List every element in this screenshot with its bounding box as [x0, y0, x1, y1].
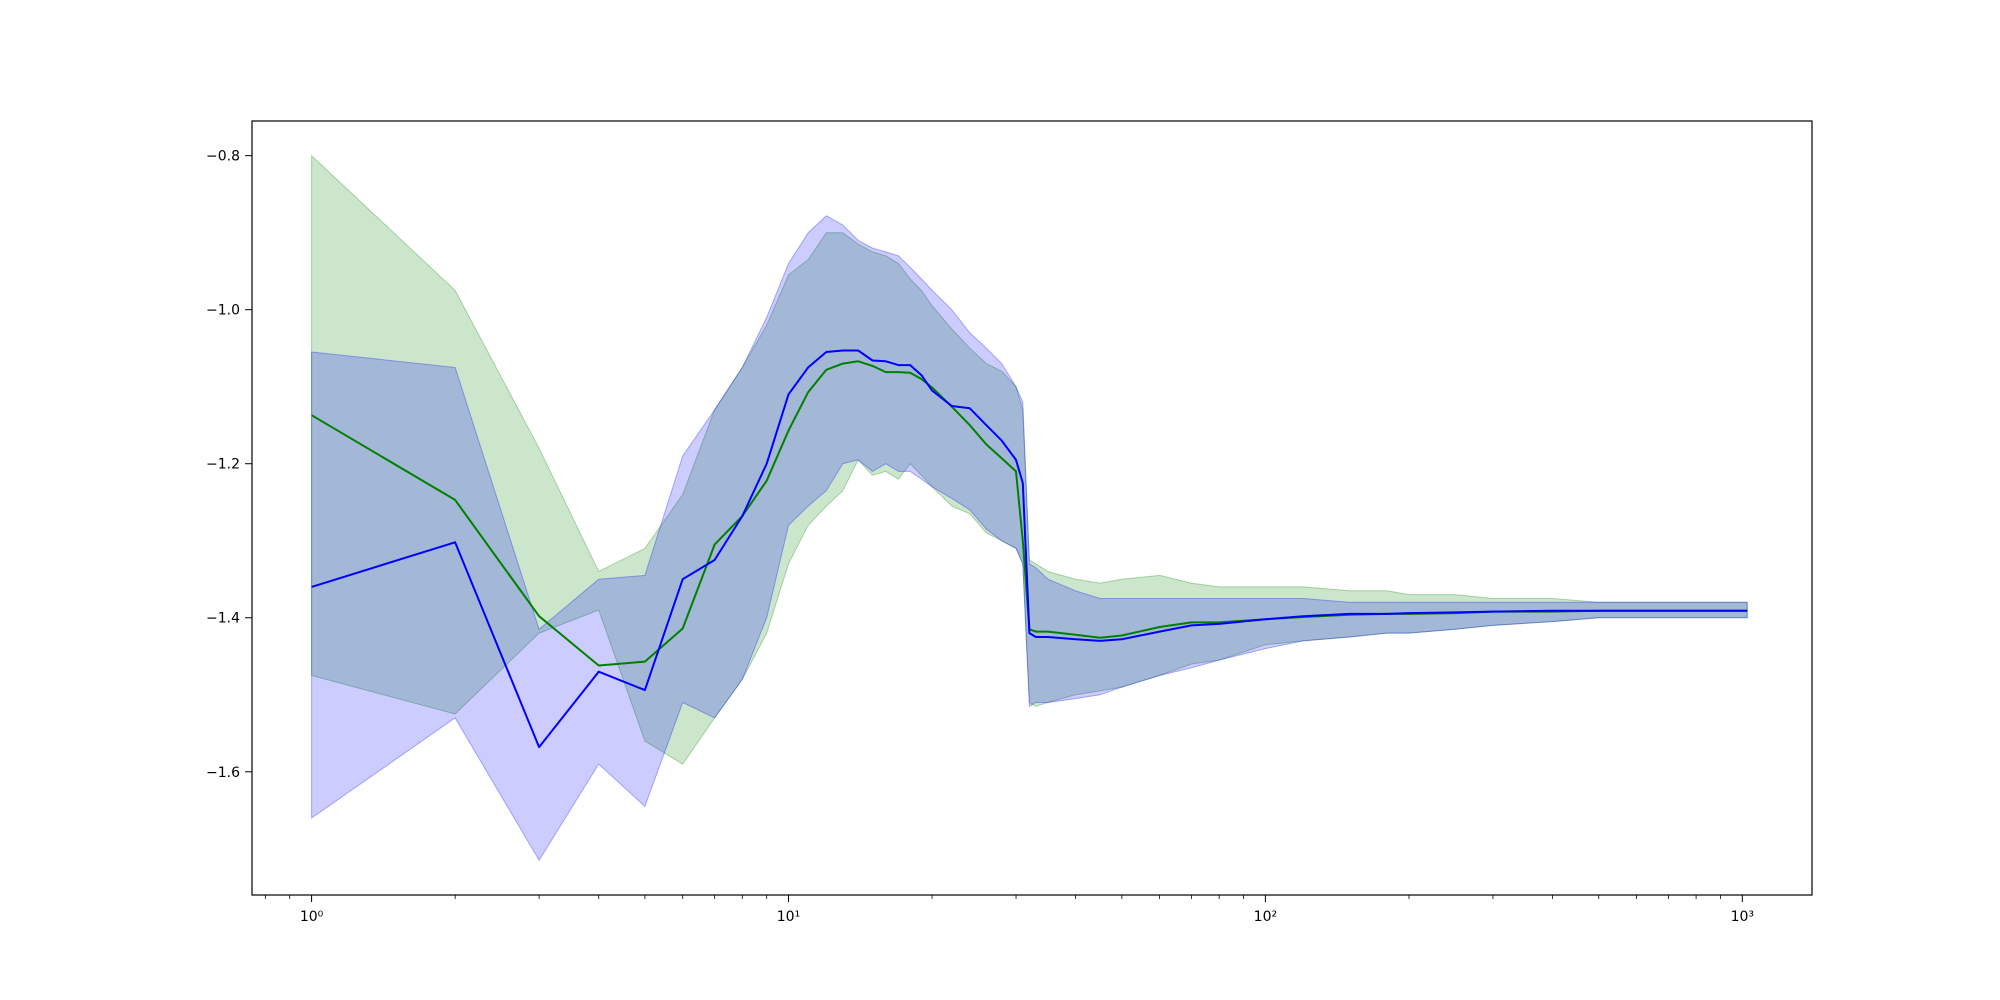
y-tick-label: −1.0 — [206, 303, 240, 319]
y-tick-label: −1.2 — [206, 457, 240, 473]
axes: 10⁰ 10¹ 10² 10³ −0.8 −1.0 −1.2 −1.4 −1.6 — [206, 149, 1754, 925]
plot-frame — [251, 120, 1813, 896]
y-tick-label: −1.6 — [206, 765, 240, 781]
series-2-line — [311, 349, 1748, 749]
series-2-band — [311, 215, 1748, 862]
y-tick-label: −0.8 — [206, 149, 240, 165]
confidence-bands — [311, 154, 1748, 862]
x-tick-label: 10¹ — [777, 909, 800, 925]
y-tick-label: −1.4 — [206, 611, 240, 627]
x-tick-label: 10⁰ — [300, 909, 324, 925]
x-tick-label: 10² — [1254, 909, 1277, 925]
x-tick-label: 10³ — [1731, 909, 1754, 925]
series-lines — [311, 349, 1748, 749]
